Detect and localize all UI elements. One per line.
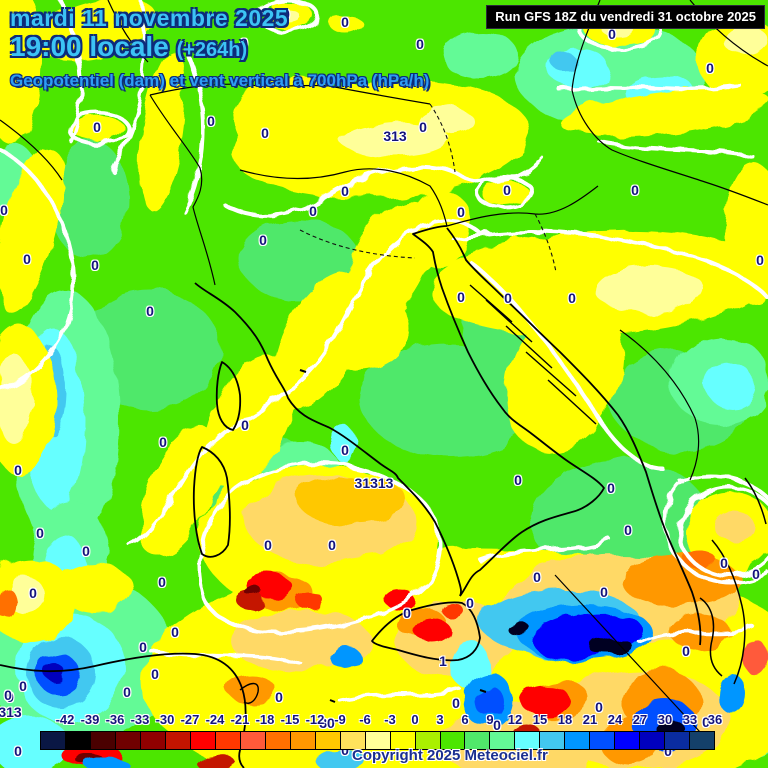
colorbar-cell [640,732,666,749]
colorbar-tick-label: 18 [557,712,573,727]
colorbar-tick-label: -15 [280,712,300,727]
colorbar-cell [315,732,341,749]
colorbar-tick-label: 27 [632,712,648,727]
colorbar-cell [190,732,216,749]
colorbar-tick-label: 9 [486,712,494,727]
colorbar-cell [540,732,566,749]
colorbar-tick-label: 15 [532,712,548,727]
colorbar-cell [615,732,641,749]
colorbar-tick-label: -12 [305,712,325,727]
colorbar-tick-label: 3 [436,712,444,727]
colorbar-cell [690,732,715,749]
colorbar-tick-label: -39 [80,712,100,727]
colorbar-cell [515,732,541,749]
colorbar-tick-label: -9 [334,712,346,727]
colorbar-cell [140,732,166,749]
colorbar-tick-label: -24 [205,712,225,727]
colorbar-cell [290,732,316,749]
colorbar-tick-label: -21 [230,712,250,727]
colorbar-cell [390,732,416,749]
colorbar-tick-label: 36 [707,712,723,727]
colorbar-cell [590,732,616,749]
colorbar-cell [165,732,191,749]
model-run-info: Run GFS 18Z du vendredi 31 octobre 2025 [486,5,765,29]
colorbar-tick-label: 30 [657,712,673,727]
colorbar-tick-label: 12 [507,712,523,727]
colorbar-tick-label: 0 [411,712,419,727]
colorbar-cell [41,732,66,749]
colorbar-tick-label: -6 [359,712,371,727]
colorbar-cell [665,732,691,749]
colorbar-tick-label: -3 [384,712,396,727]
colorbar-tick-label: 21 [582,712,598,727]
colorbar-cell [240,732,266,749]
colorbar-cell [415,732,441,749]
colorbar-cell [90,732,116,749]
colorbar-tick-label: -18 [255,712,275,727]
colorbar-cell [440,732,466,749]
copyright-label: Copyright 2025 Meteociel.fr [352,747,548,764]
colorbar-tick-label: -33 [130,712,150,727]
colorbar-tick-label: -27 [180,712,200,727]
colorbar-cell [115,732,141,749]
colorbar-tick-label: 33 [682,712,698,727]
colorbar-cell [265,732,291,749]
colorbar-tick-label: -30 [155,712,175,727]
colorbar-cell [215,732,241,749]
colorbar-tick-label: -42 [55,712,75,727]
colorbar-cell [465,732,491,749]
colorbar-tick-label: -36 [105,712,125,727]
colorbar-cell [65,732,91,749]
colorbar-cell [490,732,516,749]
colorbar-tick-label: 6 [461,712,469,727]
colorbar-cell [565,732,591,749]
colorbar [40,731,715,750]
colorbar-cell [340,732,366,749]
colorbar-tick-label: 24 [607,712,623,727]
colorbar-cell [365,732,391,749]
